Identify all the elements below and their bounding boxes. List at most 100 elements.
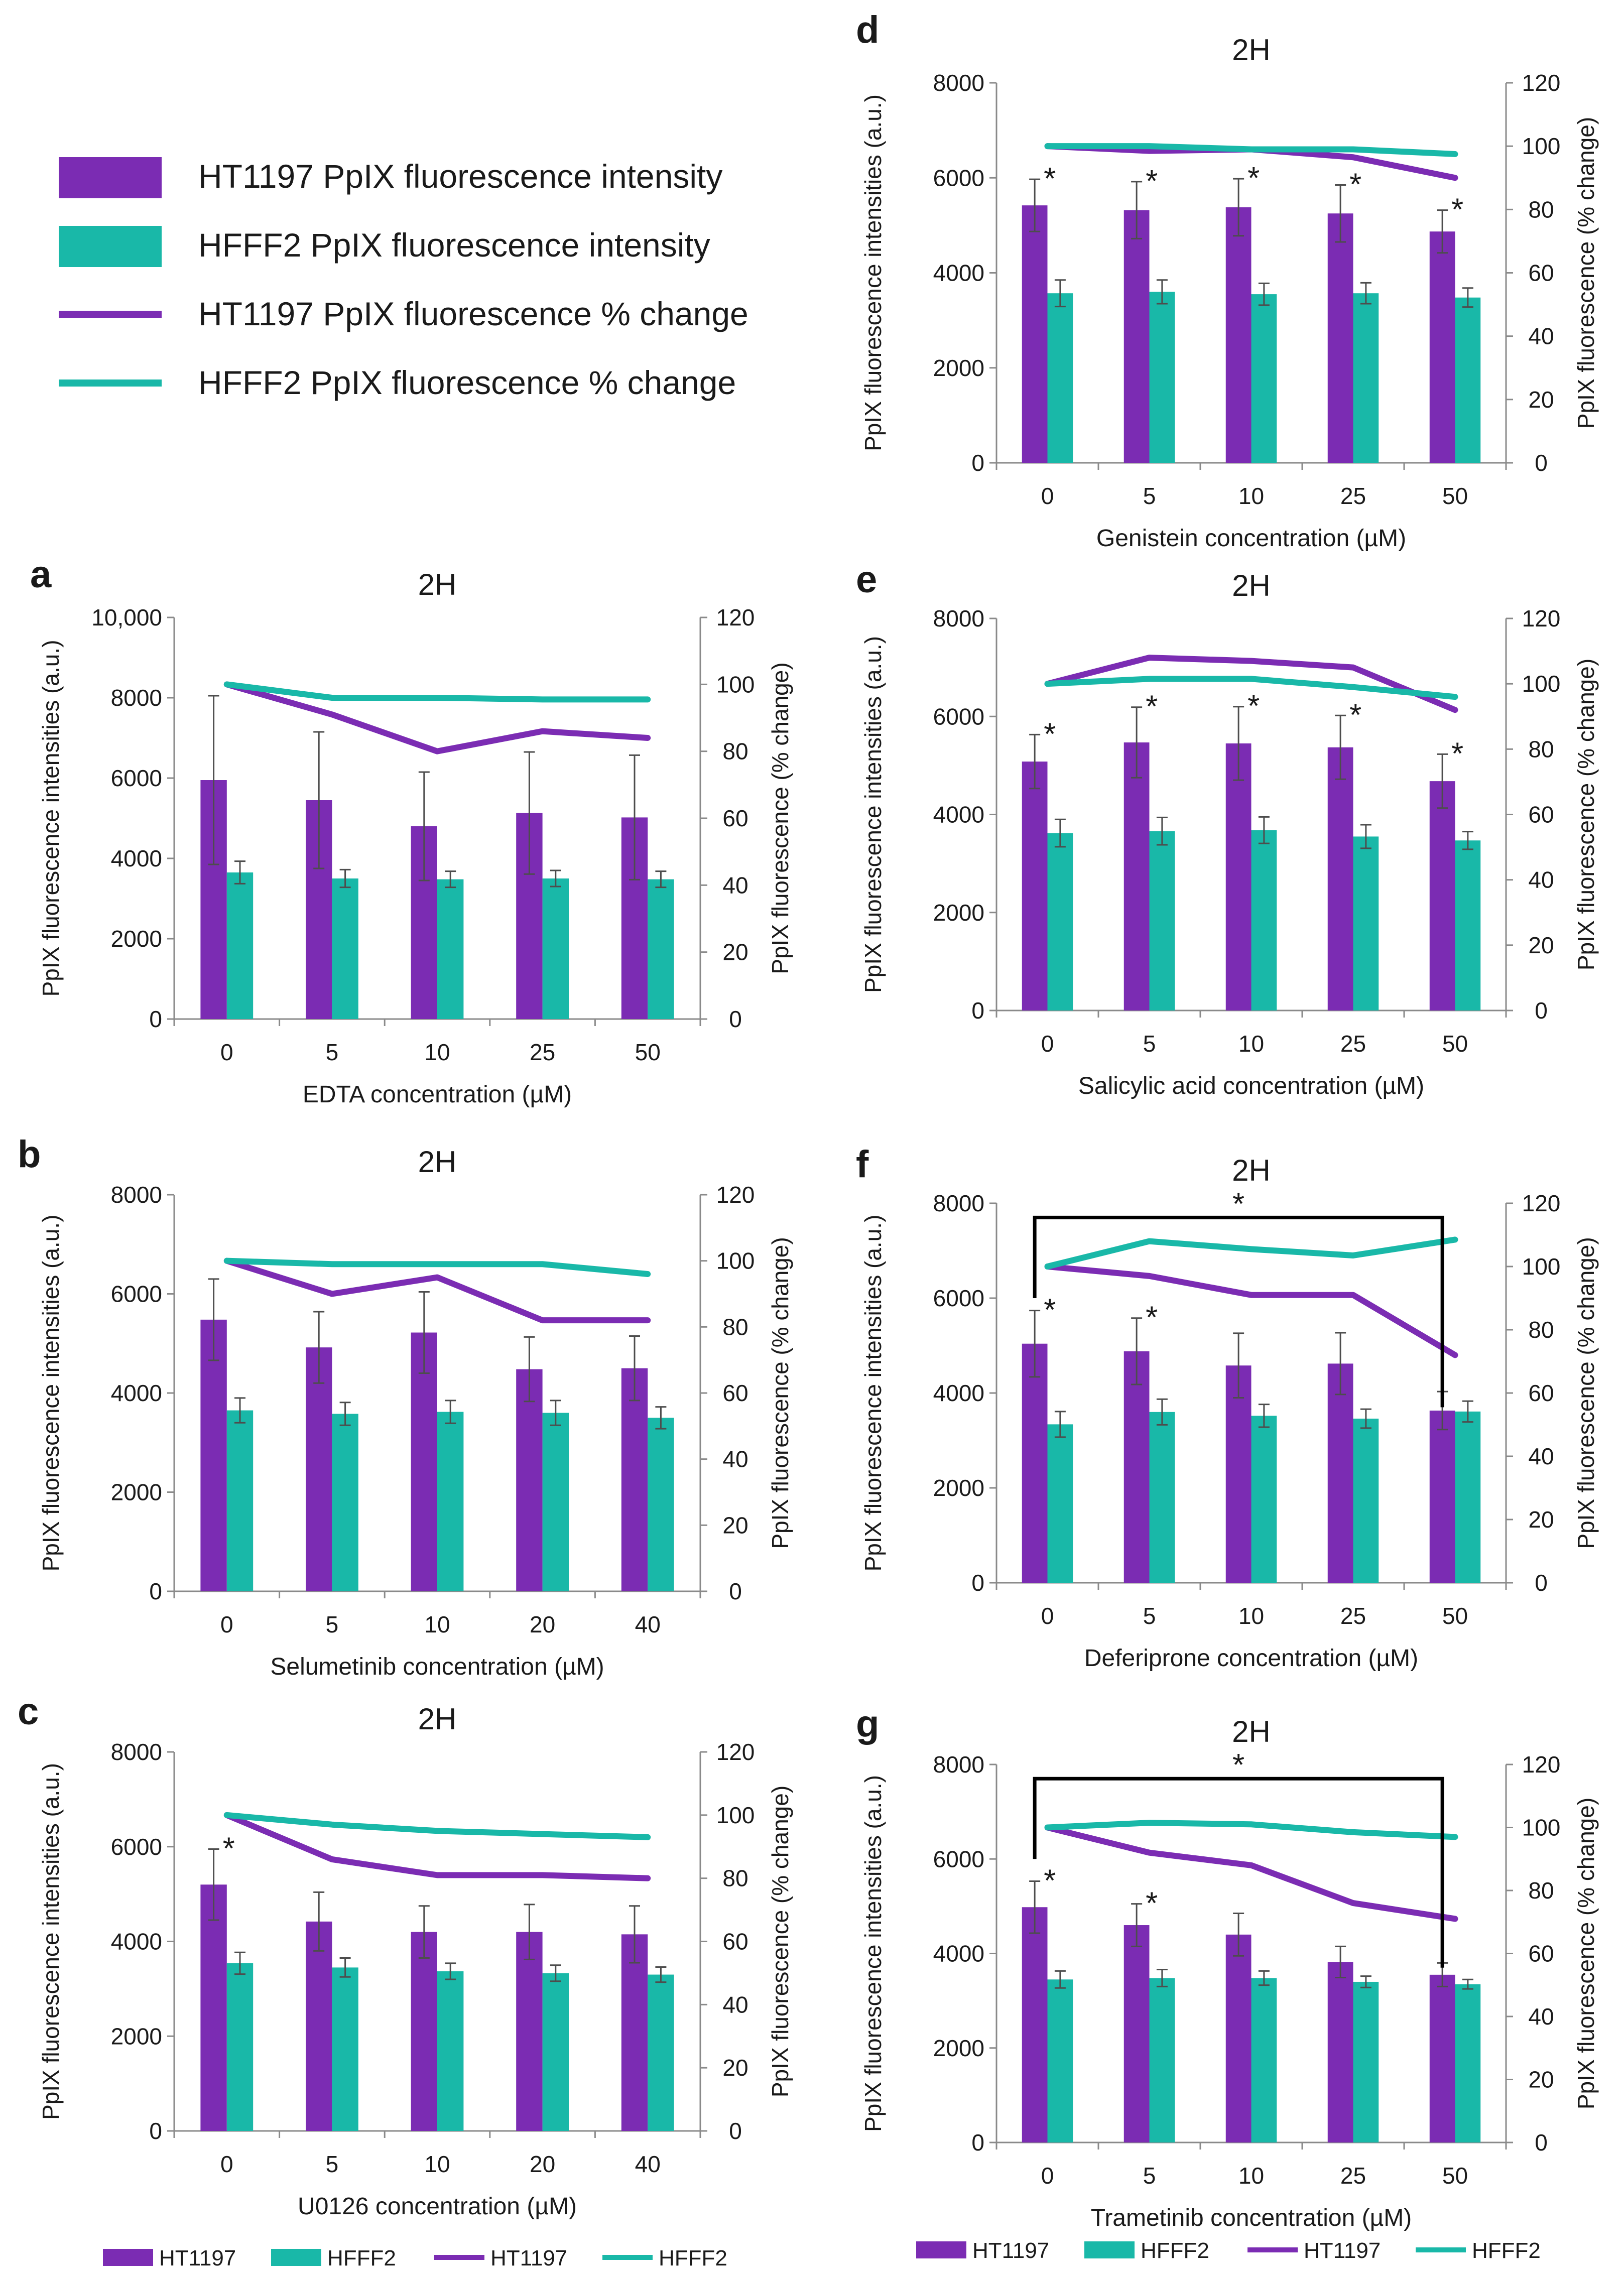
y-tick-label: 0: [149, 1578, 162, 1604]
panel-g: g 2H 0 2000 4000 6000 8000 0 20 40 60 80 100 120 0 5 10 2…: [856, 1703, 1599, 2231]
hfff2-line: [223, 681, 651, 703]
hfff2-bar: [1353, 293, 1379, 463]
y-tick-label: 0: [971, 450, 984, 476]
hfff2-bar: [1149, 831, 1175, 1011]
y-tick-label: 4000: [111, 845, 162, 871]
y2-tick-label: 100: [716, 1802, 755, 1828]
x-tick-label: 0: [1041, 483, 1054, 509]
hfff2-line: [1044, 676, 1458, 700]
ht1197-line: [1044, 1824, 1458, 1922]
x-tick-label: 40: [635, 2151, 661, 2177]
legend-swatch: [916, 2241, 966, 2258]
hfff2-bar: [1047, 1424, 1073, 1583]
y2-tick-label: 20: [1528, 932, 1554, 958]
x-tick-label: 5: [326, 2151, 339, 2177]
y2-tick-label: 100: [1522, 671, 1561, 697]
y2-tick-label: 60: [722, 805, 748, 831]
y-tick-label: 6000: [111, 1281, 162, 1307]
y2-tick-label: 80: [722, 738, 748, 765]
y2-tick-label: 60: [1528, 1941, 1554, 1967]
significance-star: *: [223, 1831, 235, 1866]
hfff2-bar: [1455, 297, 1481, 463]
legend-label: HT1197 PpIX fluorescence % change: [198, 295, 748, 332]
ht1197-bar: [1327, 1363, 1353, 1583]
y2-tick-label: 100: [1522, 1815, 1561, 1841]
y2-tick-label: 120: [1522, 1751, 1561, 1778]
y2-tick-label: 0: [729, 1006, 742, 1032]
hfff2-bar: [1353, 1419, 1379, 1583]
ht1197-bar: [1225, 1934, 1252, 2142]
y2-tick-label: 40: [1528, 2003, 1554, 2030]
x-tick-label: 0: [1041, 2163, 1054, 2189]
legend-label: HFFF2: [1141, 2238, 1209, 2263]
x-tick-label: 25: [530, 1039, 555, 1065]
ht1197-line: [223, 681, 651, 754]
hfff2-bar: [648, 879, 674, 1019]
significance-bracket: [1033, 1777, 1444, 1968]
hfff2-bar: [1251, 830, 1277, 1011]
hfff2-bar: [1149, 292, 1175, 463]
chart-title: 2H: [418, 1145, 457, 1179]
hfff2-bar: [437, 1971, 464, 2131]
y2-tick-label: 20: [1528, 387, 1554, 413]
hfff2-line: [223, 1257, 651, 1277]
y-axis-label: PpIX fluorescence intensities (a.u.): [860, 94, 886, 451]
y-tick-label: 8000: [111, 685, 162, 711]
x-tick-label: 50: [1442, 2163, 1468, 2189]
ht1197-line: [223, 1812, 651, 1881]
ht1197-bar: [1123, 1925, 1150, 2142]
y-tick-label: 8000: [933, 605, 984, 632]
x-tick-label: 25: [1340, 1603, 1366, 1629]
hfff2-bar: [1149, 1412, 1175, 1583]
ht1197-bar: [1429, 231, 1455, 463]
ht1197-line: [1044, 1264, 1458, 1358]
y2-tick-label: 80: [1528, 736, 1554, 762]
y-tick-label: 0: [149, 1006, 162, 1032]
x-tick-label: 10: [1238, 483, 1264, 509]
x-tick-label: 5: [1143, 1603, 1156, 1629]
legend-swatch: [59, 157, 162, 198]
y2-tick-label: 60: [722, 1929, 748, 1955]
y2-tick-label: 20: [722, 939, 748, 965]
y-tick-label: 2000: [933, 900, 984, 926]
x-tick-label: 0: [220, 1039, 233, 1065]
y2-tick-label: 40: [722, 1446, 748, 1472]
y-tick-label: 4000: [933, 260, 984, 286]
panel-letter: a: [30, 553, 52, 596]
hfff2-bar: [1149, 1978, 1175, 2142]
y-tick-label: 0: [149, 2118, 162, 2144]
y2-axis-label: PpIX fluorescence (% change): [767, 1786, 793, 2097]
hfff2-bar: [332, 1967, 358, 2131]
x-tick-label: 5: [326, 1611, 339, 1637]
y2-axis-label: PpIX fluorescence (% change): [767, 1237, 793, 1549]
y2-tick-label: 120: [716, 1182, 755, 1208]
legend-swatch: [103, 2249, 153, 2266]
panel-a: a 2H0200040006000800010,00002040608010012…: [30, 553, 793, 1108]
y-tick-label: 4000: [111, 1380, 162, 1406]
hfff2-bar: [648, 1418, 674, 1591]
hfff2-bar: [1047, 293, 1073, 463]
hfff2-line: [1044, 143, 1458, 157]
legend-label: HT1197 PpIX fluorescence intensity: [198, 158, 722, 195]
y2-axis-label: PpIX fluorescence (% change): [767, 662, 793, 974]
y2-tick-label: 80: [1528, 1317, 1554, 1343]
chart-title: 2H: [1232, 1715, 1271, 1748]
significance-star: *: [1044, 717, 1056, 751]
y-tick-label: 2000: [111, 2023, 162, 2049]
hfff2-line: [1044, 1820, 1458, 1840]
y2-tick-label: 80: [1528, 196, 1554, 222]
hfff2-bar: [1455, 840, 1481, 1011]
x-tick-label: 10: [424, 1039, 450, 1065]
y2-tick-label: 120: [716, 604, 755, 630]
hfff2-bar: [542, 878, 569, 1019]
y-tick-label: 8000: [111, 1739, 162, 1765]
hfff2-line: [1044, 1236, 1458, 1270]
y-tick-label: 0: [971, 2129, 984, 2156]
x-tick-label: 20: [530, 2151, 555, 2177]
ht1197-bar: [1327, 1962, 1353, 2142]
panel-d: d 2H 0 2000 4000 6000 8000 0 20 40 60 80 100 120 0 5 10 2…: [856, 9, 1599, 552]
x-tick-label: 25: [1340, 2163, 1366, 2189]
hfff2-bar: [226, 1410, 254, 1591]
y-tick-label: 4000: [933, 1380, 984, 1406]
